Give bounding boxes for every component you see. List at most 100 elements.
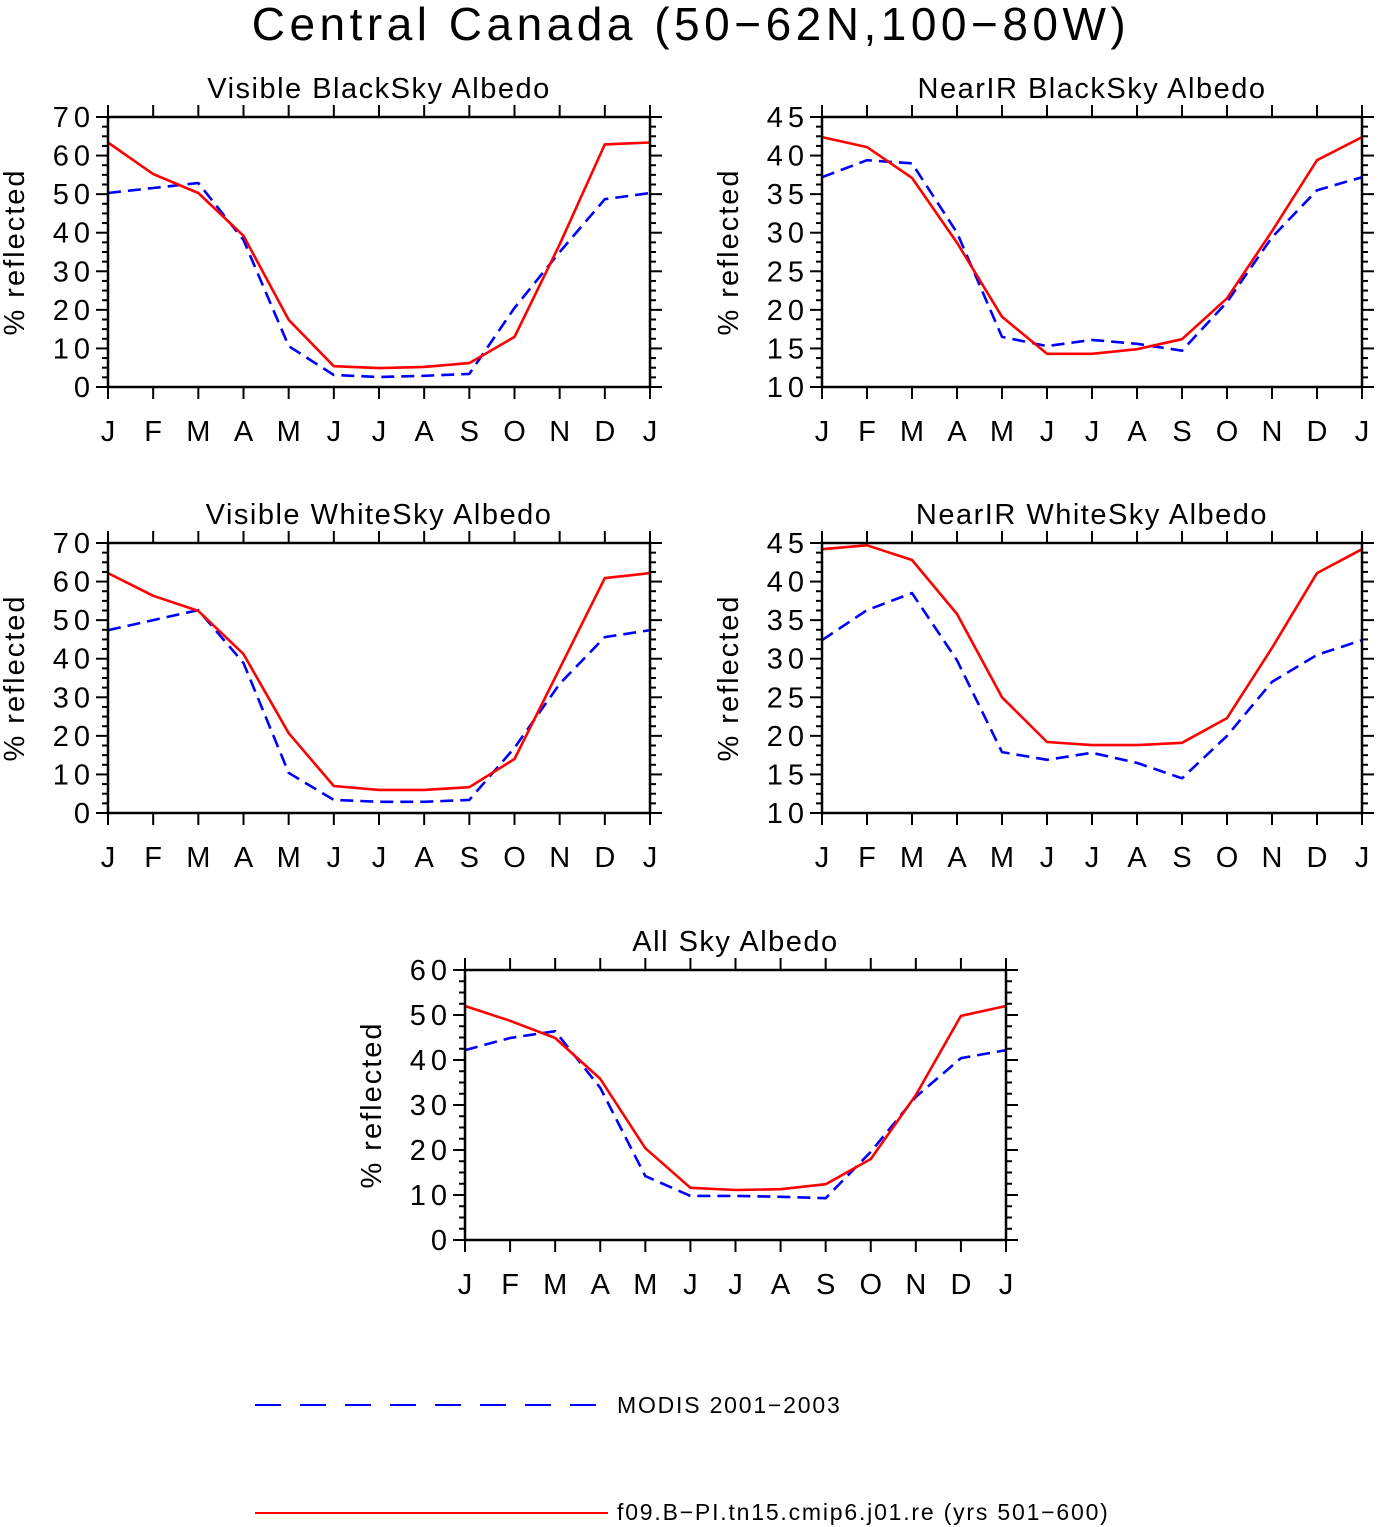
y-tick-label: 10 — [53, 759, 95, 791]
x-tick-label: A — [1127, 842, 1147, 874]
x-tick-label: N — [1262, 416, 1283, 448]
x-tick-label: M — [900, 416, 924, 448]
y-tick-label: 10 — [410, 1180, 452, 1212]
y-tick-label: 60 — [53, 567, 95, 599]
x-tick-label: A — [591, 1269, 611, 1301]
x-tick-label: M — [277, 416, 301, 448]
x-tick-label: M — [186, 416, 210, 448]
modis-series-line — [464, 1029, 1007, 1200]
x-tick-label: J — [327, 842, 342, 874]
y-tick-label: 30 — [767, 218, 809, 250]
x-tick-label: S — [1172, 842, 1191, 874]
x-tick-label: J — [815, 416, 830, 448]
y-tick-label: 25 — [767, 682, 809, 714]
x-tick-label: O — [1216, 842, 1239, 874]
y-axis-label: % reflected — [0, 594, 31, 761]
y-tick-label: 30 — [53, 682, 95, 714]
x-tick-label: S — [816, 1269, 835, 1301]
plot-frame — [820, 541, 1364, 815]
legend: MODIS 2001−2003 f09.B−PI.tn15.cmip6.j01.… — [255, 1392, 1108, 1525]
y-tick-label: 45 — [767, 528, 809, 560]
x-tick-label: A — [234, 416, 254, 448]
x-tick-label: M — [633, 1269, 657, 1301]
panel-title: All Sky Albedo — [632, 926, 838, 958]
y-tick-label: 0 — [74, 798, 95, 830]
y-tick-label: 60 — [53, 141, 95, 173]
x-tick-label: F — [144, 842, 162, 874]
y-tick-label: 10 — [767, 798, 809, 830]
modis-series-line — [821, 158, 1363, 353]
x-tick-label: J — [999, 1269, 1014, 1301]
y-tick-label: 10 — [53, 333, 95, 365]
x-tick-label: J — [728, 1269, 743, 1301]
panel-title: Visible BlackSky Albedo — [207, 73, 550, 105]
x-tick-label: J — [1355, 416, 1370, 448]
panel-title: NearIR BlackSky Albedo — [918, 73, 1267, 105]
y-tick-label: 20 — [53, 295, 95, 327]
plot-frame — [820, 115, 1364, 389]
x-tick-label: J — [101, 842, 116, 874]
y-tick-label: 30 — [53, 256, 95, 288]
y-tick-label: 25 — [767, 256, 809, 288]
y-tick-label: 60 — [410, 955, 452, 987]
x-tick-label: D — [594, 842, 615, 874]
modis-series-line — [107, 608, 651, 804]
y-tick-label: 10 — [767, 372, 809, 404]
y-tick-label: 70 — [53, 528, 95, 560]
y-tick-label: 0 — [431, 1225, 452, 1257]
panel-title: NearIR WhiteSky Albedo — [916, 499, 1268, 531]
x-tick-label: J — [372, 842, 387, 874]
y-tick-label: 50 — [410, 1000, 452, 1032]
x-tick-label: F — [858, 842, 876, 874]
x-tick-label: J — [1355, 842, 1370, 874]
y-tick-label: 35 — [767, 179, 809, 211]
y-tick-label: 45 — [767, 102, 809, 134]
x-tick-label: M — [186, 842, 210, 874]
y-axis-label: % reflected — [0, 168, 31, 335]
y-tick-label: 20 — [767, 295, 809, 327]
y-tick-label: 30 — [767, 644, 809, 676]
model-series-line — [821, 135, 1363, 356]
y-tick-label: 35 — [767, 605, 809, 637]
x-tick-label: A — [771, 1269, 791, 1301]
model-series-line — [107, 141, 651, 370]
x-tick-label: J — [683, 1269, 698, 1301]
x-tick-label: A — [947, 416, 967, 448]
y-axis-label: % reflected — [713, 168, 745, 335]
figure-title: Central Canada (50−62N,100−80W) — [252, 0, 1131, 50]
y-axis-label: % reflected — [713, 594, 745, 761]
x-tick-label: S — [1172, 416, 1191, 448]
model-series-line — [464, 1004, 1007, 1192]
x-tick-label: D — [950, 1269, 971, 1301]
x-tick-label: N — [1262, 842, 1283, 874]
y-tick-label: 40 — [767, 567, 809, 599]
x-tick-label: A — [414, 842, 434, 874]
y-tick-label: 20 — [410, 1135, 452, 1167]
y-tick-label: 50 — [53, 605, 95, 637]
plot-frame — [106, 115, 652, 389]
y-axis-label: % reflected — [356, 1021, 388, 1188]
x-tick-label: J — [1040, 842, 1055, 874]
x-tick-label: F — [144, 416, 162, 448]
x-tick-label: O — [1216, 416, 1239, 448]
y-tick-label: 15 — [767, 759, 809, 791]
x-tick-label: J — [1040, 416, 1055, 448]
x-tick-label: N — [549, 416, 570, 448]
model-series-line — [107, 571, 651, 792]
y-tick-label: 50 — [53, 179, 95, 211]
modis-series-line — [107, 181, 651, 379]
x-tick-label: J — [643, 416, 658, 448]
x-tick-label: M — [277, 842, 301, 874]
x-tick-label: M — [990, 416, 1014, 448]
x-tick-label: F — [858, 416, 876, 448]
modis-series-line — [821, 591, 1363, 780]
y-tick-label: 0 — [74, 372, 95, 404]
y-tick-label: 30 — [410, 1090, 452, 1122]
x-tick-label: O — [859, 1269, 882, 1301]
x-tick-label: D — [594, 416, 615, 448]
x-tick-label: F — [501, 1269, 519, 1301]
x-tick-label: O — [503, 416, 526, 448]
y-tick-label: 70 — [53, 102, 95, 134]
